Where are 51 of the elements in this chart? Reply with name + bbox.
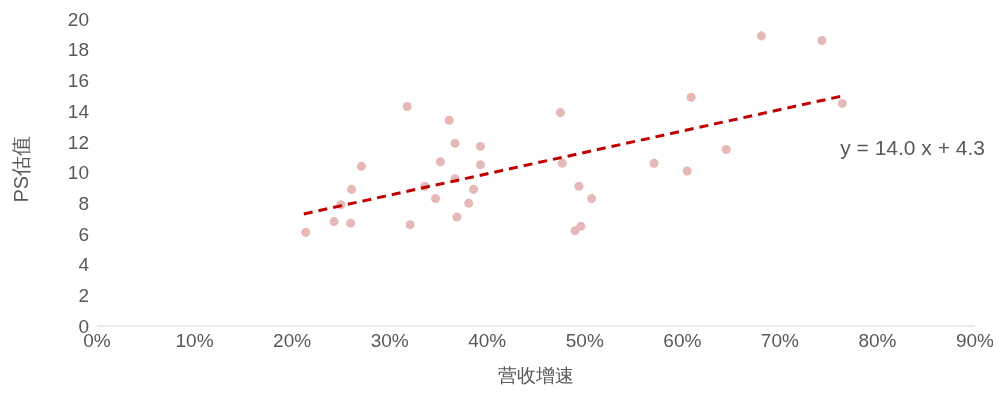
point: [570, 226, 580, 236]
point: [452, 212, 462, 222]
point: [587, 194, 597, 204]
point: [721, 144, 731, 154]
point: [464, 198, 474, 208]
point: [475, 160, 485, 170]
x-tick-label: 80%: [858, 330, 897, 352]
point: [435, 157, 445, 167]
x-tick-label: 10%: [175, 330, 214, 352]
point: [347, 184, 357, 194]
y-tick-label: 10: [67, 162, 89, 184]
point: [576, 221, 586, 231]
y-tick-label: 8: [78, 192, 89, 214]
y-tick-label: 12: [67, 131, 89, 153]
point: [475, 141, 485, 151]
point: [402, 101, 412, 111]
y-tick-label: 18: [67, 39, 89, 61]
x-tick-label: 60%: [663, 330, 702, 352]
point: [450, 138, 460, 148]
x-tick-label: 70%: [760, 330, 800, 352]
annotation: y = 14.0 x + 4.3: [840, 136, 985, 160]
x-tick-label: 90%: [955, 330, 995, 352]
point: [444, 115, 454, 125]
x-tick-label: 20%: [273, 330, 312, 352]
x-tick-label: 30%: [370, 330, 409, 352]
y-tick-label: 14: [67, 100, 90, 122]
y-tick-label: 2: [78, 285, 89, 307]
y-axis-title: PS估值: [10, 135, 33, 203]
point: [329, 217, 339, 227]
point: [301, 227, 311, 237]
point: [837, 98, 847, 108]
x-tick-label: 50%: [565, 330, 604, 352]
y-tick-label: 6: [78, 223, 89, 245]
point: [405, 220, 415, 230]
point: [346, 218, 356, 228]
x-tick-label: 40%: [468, 330, 507, 352]
y-tick-label: 20: [67, 8, 89, 30]
point: [555, 108, 565, 118]
point: [356, 161, 366, 171]
y-tick-label: 4: [78, 254, 90, 276]
y-tick-label: 16: [67, 70, 89, 92]
point: [756, 31, 766, 41]
point: [682, 166, 692, 176]
point: [686, 92, 696, 102]
point: [649, 158, 659, 168]
x-axis-title: 营收增速: [498, 364, 574, 386]
point: [817, 35, 827, 45]
point: [574, 181, 584, 191]
point: [469, 184, 479, 194]
point: [431, 194, 441, 204]
point: [557, 158, 567, 168]
